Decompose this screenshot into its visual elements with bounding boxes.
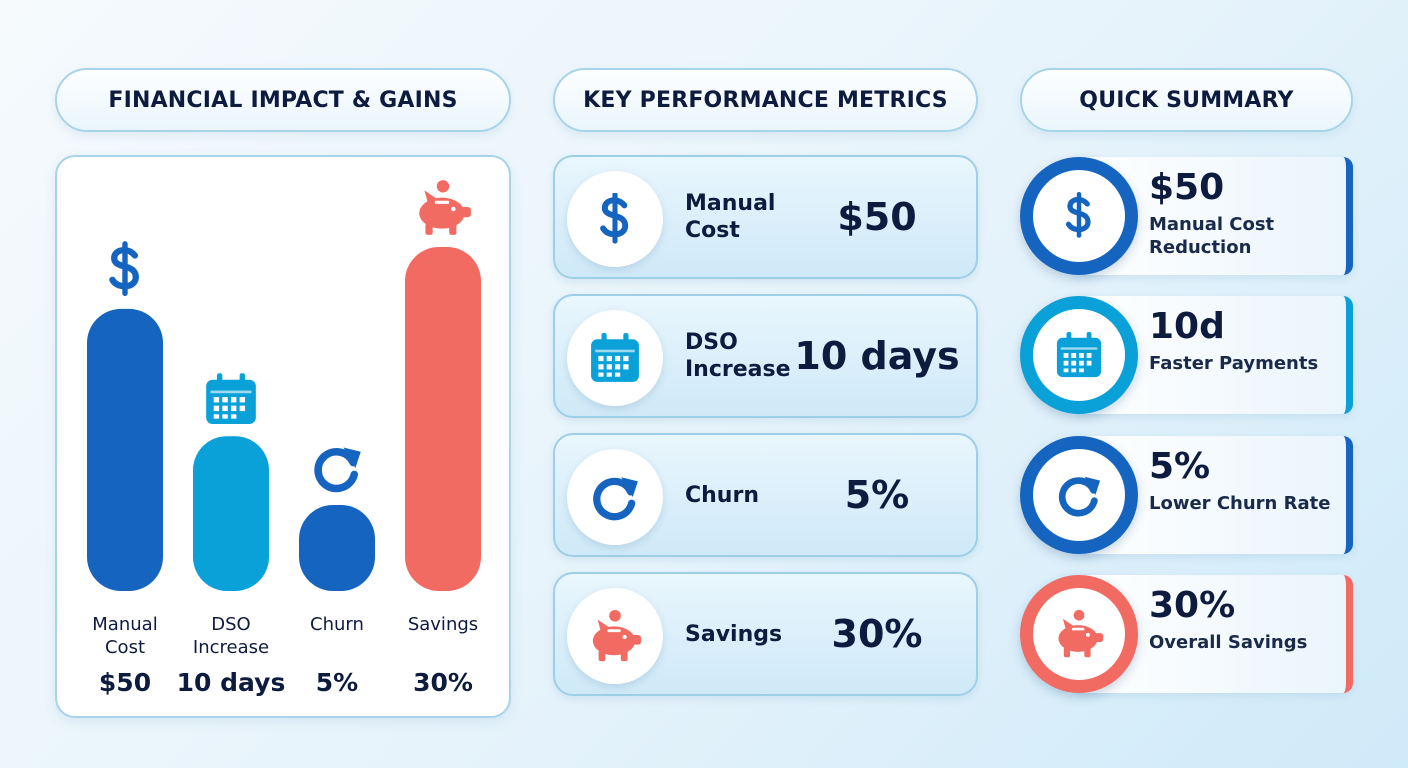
dollar-icon — [598, 193, 632, 245]
header-financial-impact: FINANCIAL IMPACT & GAINS — [55, 68, 511, 132]
category-label: Savings — [408, 614, 478, 635]
refresh-icon — [318, 447, 361, 488]
summary-item: 10d Faster Payments — [1020, 296, 1353, 414]
summary-icon-ring — [1020, 296, 1138, 414]
metric-label: Manual Cost — [685, 191, 776, 243]
summary-value: $50 — [1149, 167, 1225, 208]
summary-icon-ring — [1020, 157, 1138, 275]
calendar-icon — [206, 373, 256, 425]
header-kpi-label: KEY PERFORMANCE METRICS — [583, 87, 948, 113]
metric-label: Savings — [685, 621, 783, 647]
bar-dso-increase — [193, 436, 269, 591]
metric-icon-circle — [567, 588, 663, 684]
metric-card: Churn 5% — [553, 433, 978, 557]
metric-value: 5% — [844, 473, 910, 517]
refresh-icon — [589, 471, 641, 523]
metric-icon-circle — [567, 310, 663, 406]
piggy-bank-icon — [592, 609, 642, 662]
summary-caption: Lower Churn Rate — [1149, 493, 1331, 514]
summary-icon-ring — [1020, 575, 1138, 693]
summary-icon-inner — [1033, 449, 1125, 541]
metric-icon-circle — [567, 171, 663, 267]
calendar-icon — [591, 333, 639, 382]
header-quick-summary: QUICK SUMMARY — [1020, 68, 1353, 132]
refresh-icon — [1055, 471, 1103, 519]
dollar-icon — [1064, 192, 1094, 240]
piggy-bank-icon — [1058, 609, 1104, 658]
value-label: 30% — [413, 668, 473, 697]
summary-caption: Faster Payments — [1149, 353, 1319, 374]
summary-icon-inner — [1033, 309, 1125, 401]
metric-value: 30% — [831, 612, 923, 656]
header-summary-label: QUICK SUMMARY — [1079, 87, 1294, 113]
value-label: 10 days — [177, 668, 286, 697]
metric-value: 10 days — [794, 334, 960, 378]
bar-chart-card: Manual Cost $50 DSO Increase 10 days Churn 5% Sa… — [55, 155, 511, 718]
summary-value: 10d — [1149, 306, 1225, 347]
header-key-metrics: KEY PERFORMANCE METRICS — [553, 68, 978, 132]
metric-card: Savings 30% — [553, 572, 978, 696]
metric-value: $50 — [837, 195, 917, 239]
category-label: Increase — [193, 637, 269, 658]
dollar-icon — [112, 244, 135, 294]
summary-value: 5% — [1149, 446, 1211, 487]
piggy-bank-icon — [419, 180, 471, 235]
summary-item: 5% Lower Churn Rate — [1020, 436, 1353, 554]
category-label: Churn — [310, 614, 364, 635]
metric-label: DSO Increase — [685, 330, 791, 382]
category-label: Cost — [105, 637, 145, 658]
metric-icon-circle — [567, 449, 663, 545]
category-label: DSO — [211, 614, 250, 635]
bar-savings — [405, 247, 481, 591]
value-label: $50 — [99, 668, 151, 697]
summary-caption: Overall Savings — [1149, 632, 1308, 653]
category-label: Manual — [92, 614, 157, 635]
summary-item: 30% Overall Savings — [1020, 575, 1353, 693]
calendar-icon — [1056, 331, 1102, 378]
summary-item: $50 Manual Cost Reduction — [1020, 157, 1353, 275]
summary-value: 30% — [1149, 585, 1236, 626]
metric-card: DSO Increase 10 days — [553, 294, 978, 418]
bar-churn — [299, 505, 375, 591]
summary-caption: Manual Cost Reduction — [1149, 214, 1275, 258]
header-financial-label: FINANCIAL IMPACT & GAINS — [108, 87, 458, 113]
metric-card: Manual Cost $50 — [553, 155, 978, 279]
metric-label: Churn — [685, 482, 759, 508]
summary-icon-inner — [1033, 588, 1125, 680]
bar-manual-cost — [87, 308, 163, 591]
summary-icon-inner — [1033, 170, 1125, 262]
summary-icon-ring — [1020, 436, 1138, 554]
value-label: 5% — [316, 668, 358, 697]
